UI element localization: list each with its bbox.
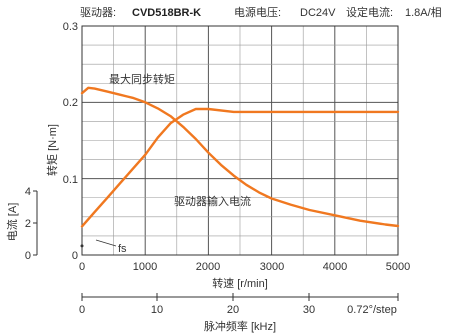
plot-frame	[81, 25, 399, 256]
pulse-tick-label: 30	[303, 304, 315, 316]
speed-tick-label: 5000	[386, 261, 410, 273]
current-series-label: 驱动器输入电流	[174, 194, 251, 208]
driver-label: 驱动器:	[80, 6, 116, 19]
torque-tick-label: 0.1	[63, 174, 78, 186]
fs-marker	[80, 244, 84, 248]
torque-series-label: 最大同步转矩	[109, 72, 175, 86]
voltage-label: 电源电压:	[234, 5, 281, 19]
current-curve	[80, 107, 400, 228]
speed-tick-label: 4000	[323, 261, 347, 273]
fs-leader-line	[95, 239, 117, 247]
pulse-axis-label: 脉冲频率 [kHz]	[204, 319, 276, 333]
driver-model: CVD518BR-K	[132, 7, 201, 19]
speed-axis-label: 转速 [r/min]	[212, 276, 268, 290]
pulse-tick-label: 10	[151, 304, 163, 316]
speed-tick-label: 3000	[260, 261, 284, 273]
current-value: 1.8A/相	[405, 6, 442, 19]
torque-tick-label: 0.2	[63, 97, 78, 109]
pulse-tick-label: 0	[79, 304, 85, 316]
fs-label: fs	[118, 243, 127, 255]
voltage-value: DC24V	[300, 7, 336, 19]
current-tick-label: 0	[25, 250, 31, 262]
speed-tick-label: 1000	[133, 261, 157, 273]
current-label: 设定电流:	[346, 5, 393, 19]
speed-tick-label: 0	[79, 261, 85, 273]
torque-tick-label: 0	[72, 250, 78, 262]
current-axis-label: 电流 [A]	[5, 203, 19, 242]
pulse-tick-label: 20	[227, 304, 239, 316]
current-tick-label: 4	[25, 186, 31, 198]
torque-tick-label: 0.3	[63, 21, 78, 33]
speed-tick-label: 2000	[196, 261, 220, 273]
torque-axis-label: 转矩 [N·m]	[45, 124, 59, 176]
pulse-step-label: 0.72°/step	[347, 304, 397, 316]
current-tick-label: 2	[25, 218, 31, 230]
series-layer	[80, 86, 400, 248]
torque-curve	[80, 86, 400, 228]
